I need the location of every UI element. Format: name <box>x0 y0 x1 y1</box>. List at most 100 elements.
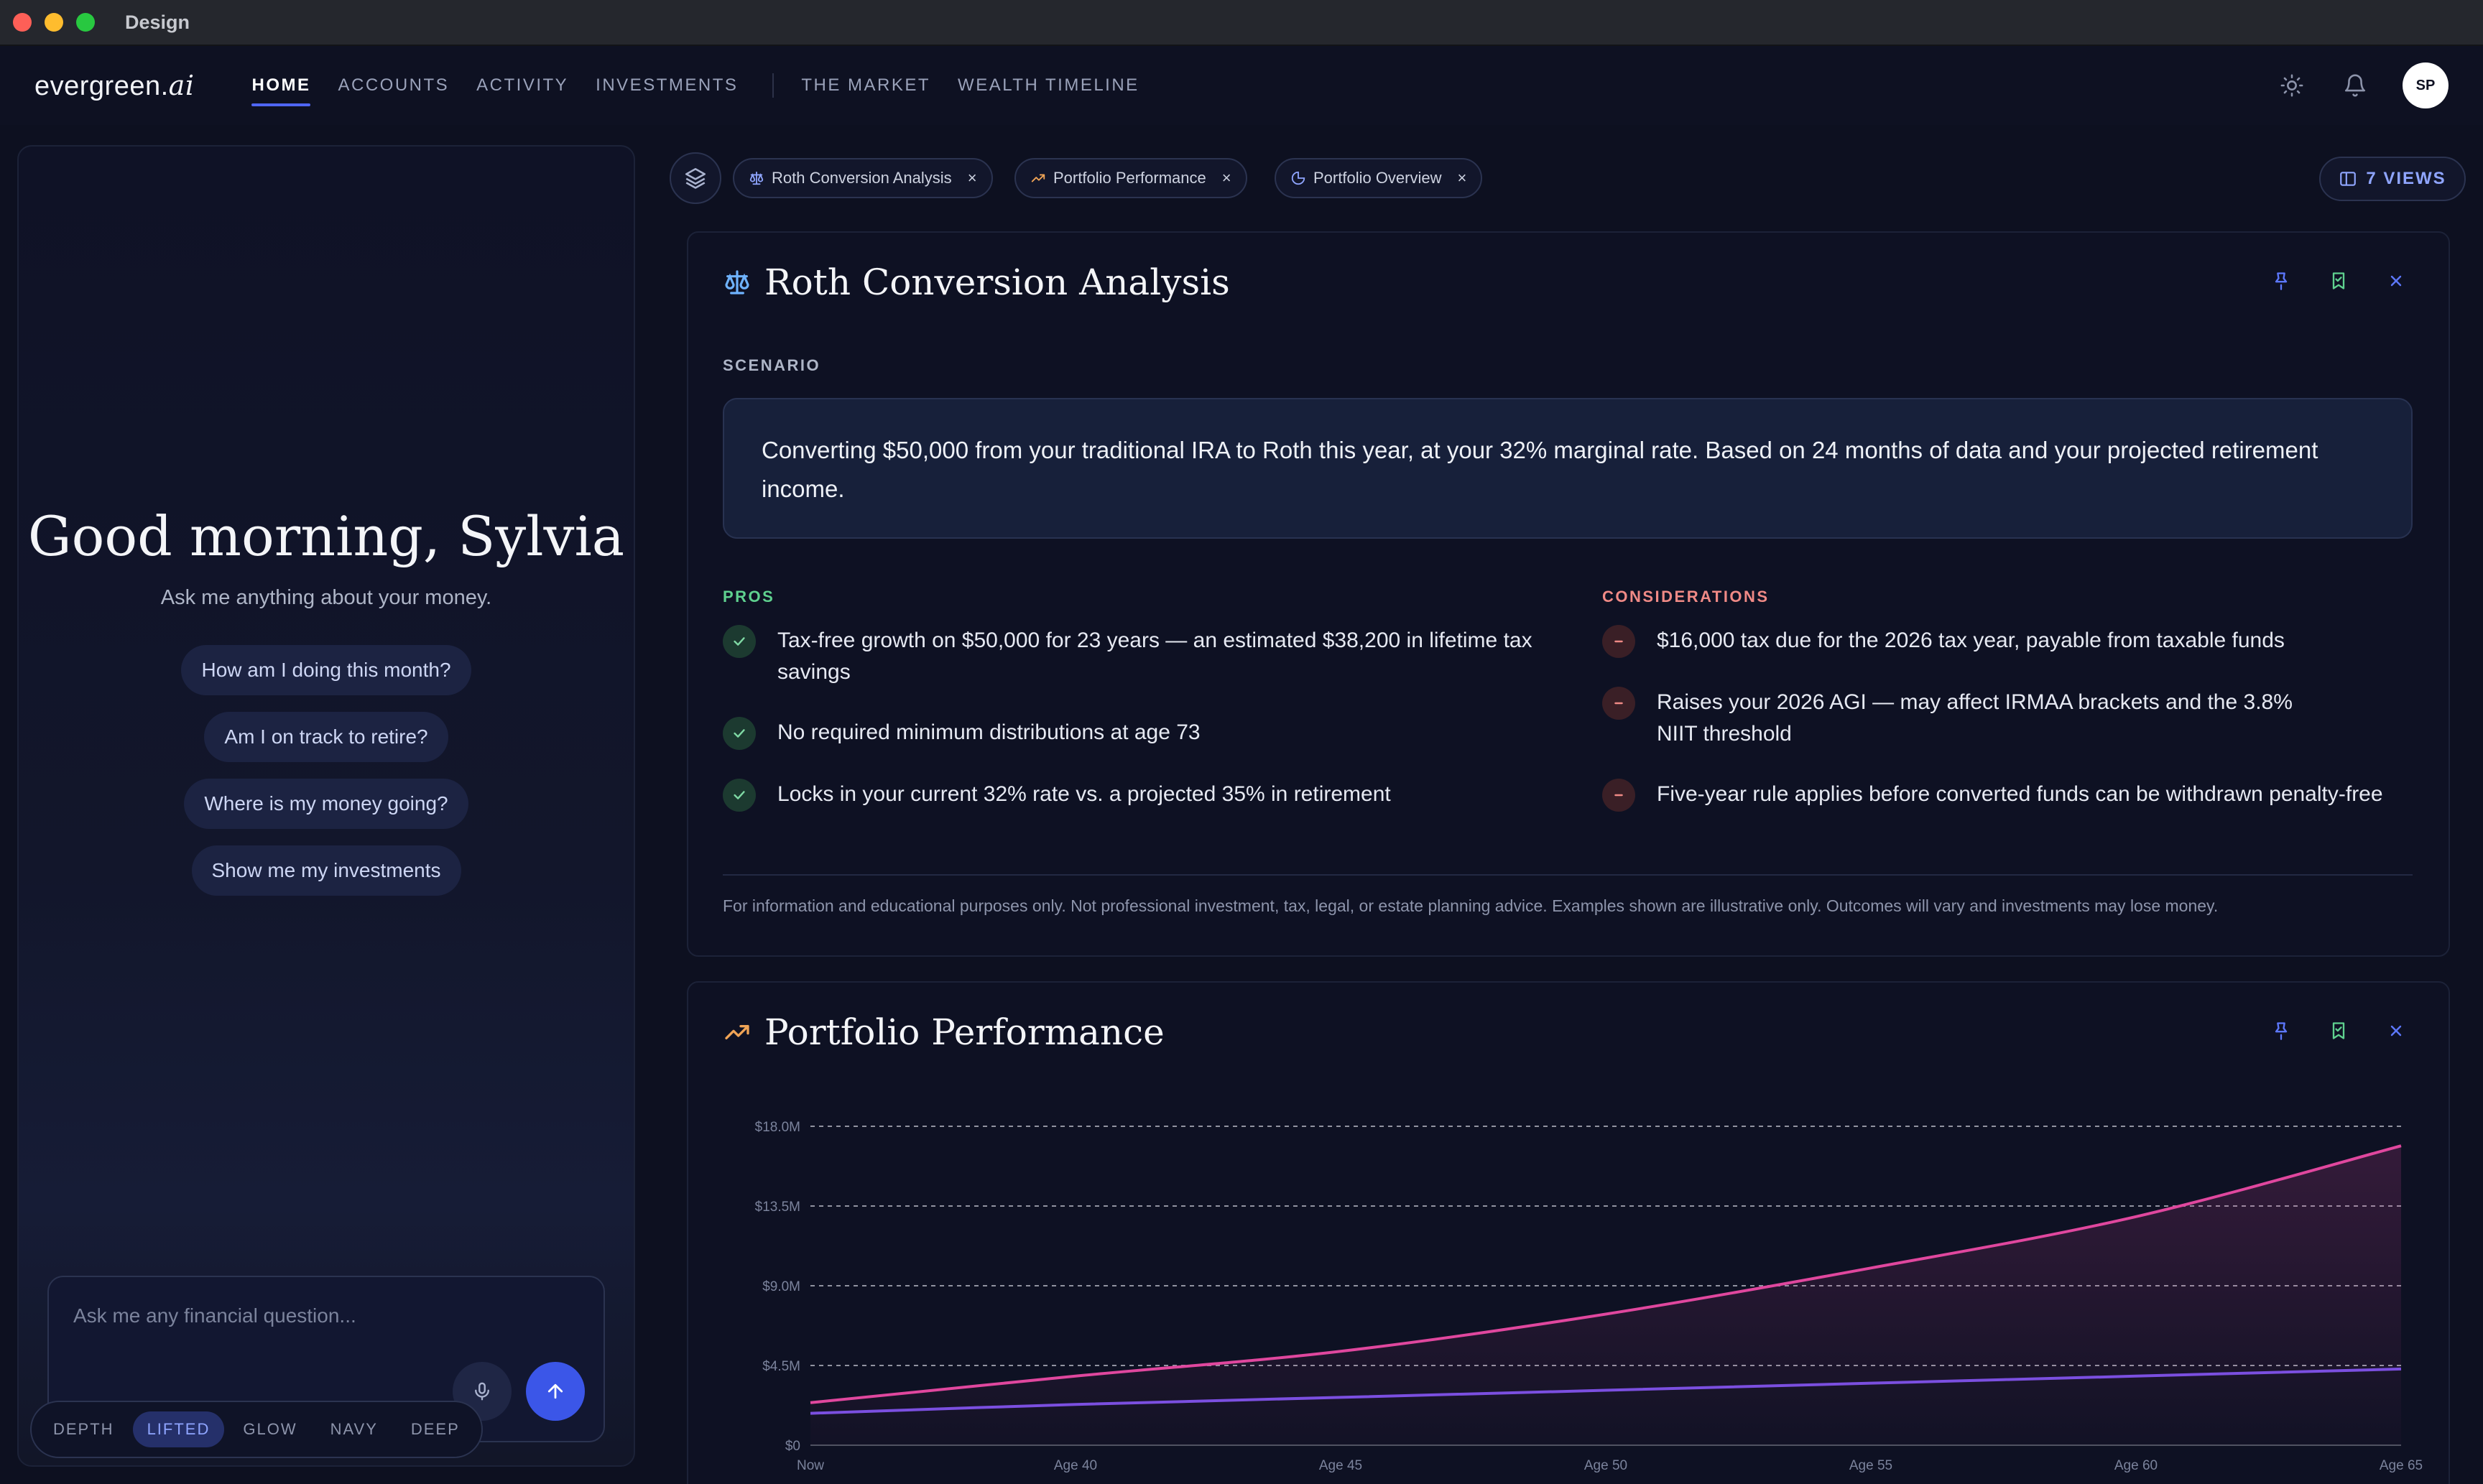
x-tick-label: Age 45 <box>1319 1458 1362 1473</box>
list-item: No required minimum distributions at age… <box>723 717 1535 750</box>
arrow-up-icon <box>547 1383 563 1399</box>
close-icon[interactable] <box>2385 270 2407 292</box>
y-tick-label: $13.5M <box>755 1200 800 1215</box>
nav-link-activity[interactable]: ACTIVITY <box>476 75 569 95</box>
x-tick-label: Age 65 <box>2380 1458 2423 1473</box>
greeting-heading: Good morning, Sylvia <box>27 504 625 568</box>
y-tick-label: $0 <box>785 1439 800 1454</box>
list-item: Raises your 2026 AGI — may affect IRMAA … <box>1602 687 2421 750</box>
view-tab-roth-conversion[interactable]: Roth Conversion Analysis × <box>733 158 993 198</box>
pro-text: Locks in your current 32% rate vs. a pro… <box>777 782 1391 806</box>
consideration-text: Raises your 2026 AGI — may affect IRMAA … <box>1657 690 2293 746</box>
close-window-button[interactable] <box>13 13 32 32</box>
microphone-button[interactable] <box>453 1362 512 1421</box>
considerations-list: $16,000 tax due for the 2026 tax year, p… <box>1602 625 2421 840</box>
view-tab-label: Portfolio Performance <box>1053 169 1206 187</box>
card-actions <box>2270 1020 2407 1042</box>
scale-icon <box>749 171 764 185</box>
trending-up-icon <box>725 1025 749 1039</box>
chat-panel: Good morning, Sylvia Ask me anything abo… <box>17 145 635 1467</box>
trending-up-icon <box>1031 174 1045 182</box>
card-divider <box>723 874 2413 876</box>
series-area <box>810 1146 2401 1445</box>
pin-icon[interactable] <box>2270 1020 2292 1042</box>
pin-icon[interactable] <box>2270 270 2292 292</box>
app-logo[interactable]: evergreen.ai <box>34 70 194 102</box>
window-controls <box>13 13 95 32</box>
card-header: Roth Conversion Analysis <box>723 261 1230 303</box>
user-avatar[interactable]: SP <box>2403 62 2449 108</box>
window-titlebar: Design <box>0 0 2483 46</box>
theme-option-lifted[interactable]: LIFTED <box>132 1411 225 1447</box>
disclaimer-text: For information and educational purposes… <box>723 896 2219 915</box>
logo-text: evergreen. <box>34 70 169 101</box>
scenario-label: SCENARIO <box>723 356 821 374</box>
y-tick-label: $18.0M <box>755 1120 800 1135</box>
bookmark-icon[interactable] <box>2328 1020 2349 1042</box>
x-tick-label: Now <box>797 1458 824 1473</box>
nav-link-accounts[interactable]: ACCOUNTS <box>338 75 450 95</box>
chat-input[interactable] <box>73 1304 504 1327</box>
microphone-icon <box>475 1382 489 1401</box>
suggestion-chip[interactable]: How am I doing this month? <box>181 645 471 695</box>
card-actions <box>2270 270 2407 292</box>
card-header: Portfolio Performance <box>723 1011 1165 1053</box>
suggestion-list: How am I doing this month? Am I on track… <box>19 645 634 896</box>
consideration-text: Five-year rule applies before converted … <box>1657 782 2383 806</box>
top-navigation: evergreen.ai HOME ACCOUNTS ACTIVITY INVE… <box>0 46 2483 125</box>
notifications-bell-icon[interactable] <box>2339 70 2371 101</box>
list-item: $16,000 tax due for the 2026 tax year, p… <box>1602 625 2421 658</box>
y-tick-label: $9.0M <box>762 1279 800 1294</box>
pros-list: Tax-free growth on $50,000 for 23 years … <box>723 625 1535 840</box>
nav-link-home[interactable]: HOME <box>251 46 311 125</box>
theme-option-deep[interactable]: DEEP <box>410 1420 460 1438</box>
pro-text: No required minimum distributions at age… <box>777 720 1201 744</box>
suggestion-chip[interactable]: Show me my investments <box>191 845 461 896</box>
y-tick-label: $4.5M <box>762 1359 800 1374</box>
check-icon <box>723 779 756 812</box>
check-icon <box>723 625 756 658</box>
view-tab-portfolio-overview[interactable]: Portfolio Overview × <box>1275 158 1483 198</box>
close-tab-icon[interactable]: × <box>1221 169 1231 187</box>
x-tick-label: Age 50 <box>1584 1458 1627 1473</box>
list-item: Tax-free growth on $50,000 for 23 years … <box>723 625 1535 688</box>
suggestion-chip[interactable]: Am I on track to retire? <box>204 712 448 762</box>
scale-icon <box>725 270 749 295</box>
x-tick-label: Age 40 <box>1054 1458 1097 1473</box>
nav-links: HOME ACCOUNTS ACTIVITY INVESTMENTS THE M… <box>251 46 1166 125</box>
theme-option-glow[interactable]: GLOW <box>243 1420 297 1438</box>
maximize-window-button[interactable] <box>76 13 95 32</box>
send-button[interactable] <box>526 1362 585 1421</box>
nav-link-wealth-timeline[interactable]: WEALTH TIMELINE <box>958 75 1139 95</box>
roth-conversion-card: Roth Conversion Analysis SCENARIO Conver… <box>687 231 2450 957</box>
x-tick-label: Age 60 <box>2114 1458 2158 1473</box>
card-title: Portfolio Performance <box>764 1011 1165 1053</box>
nav-link-the-market[interactable]: THE MARKET <box>801 75 931 95</box>
bookmark-icon[interactable] <box>2328 270 2349 292</box>
list-item: Locks in your current 32% rate vs. a pro… <box>723 779 1535 812</box>
minimize-window-button[interactable] <box>45 13 63 32</box>
views-count-label: 7 VIEWS <box>2366 169 2446 188</box>
logo-suffix: ai <box>168 69 195 101</box>
close-icon[interactable] <box>2385 1020 2407 1042</box>
views-button[interactable]: 7 VIEWS <box>2319 157 2466 201</box>
list-item: Five-year rule applies before converted … <box>1602 779 2421 812</box>
theme-option-depth[interactable]: DEPTH <box>53 1420 114 1438</box>
layers-button[interactable] <box>670 152 721 204</box>
nav-link-investments[interactable]: INVESTMENTS <box>596 75 739 95</box>
pro-text: Tax-free growth on $50,000 for 23 years … <box>777 629 1532 684</box>
minus-icon <box>1602 687 1635 720</box>
pie-chart-icon <box>1291 171 1305 185</box>
card-title: Roth Conversion Analysis <box>764 261 1230 303</box>
panel-icon <box>2340 172 2357 186</box>
theme-toggle-sun-icon[interactable] <box>2276 70 2308 101</box>
view-tab-portfolio-performance[interactable]: Portfolio Performance × <box>1014 158 1247 198</box>
close-tab-icon[interactable]: × <box>1457 169 1467 187</box>
theme-option-navy[interactable]: NAVY <box>330 1420 378 1438</box>
series-line-portfolio <box>810 1144 2402 1404</box>
nav-actions: SP <box>2276 46 2449 125</box>
pros-label: PROS <box>723 588 775 606</box>
suggestion-chip[interactable]: Where is my money going? <box>184 779 468 829</box>
minus-icon <box>1602 779 1635 812</box>
close-tab-icon[interactable]: × <box>967 169 977 187</box>
